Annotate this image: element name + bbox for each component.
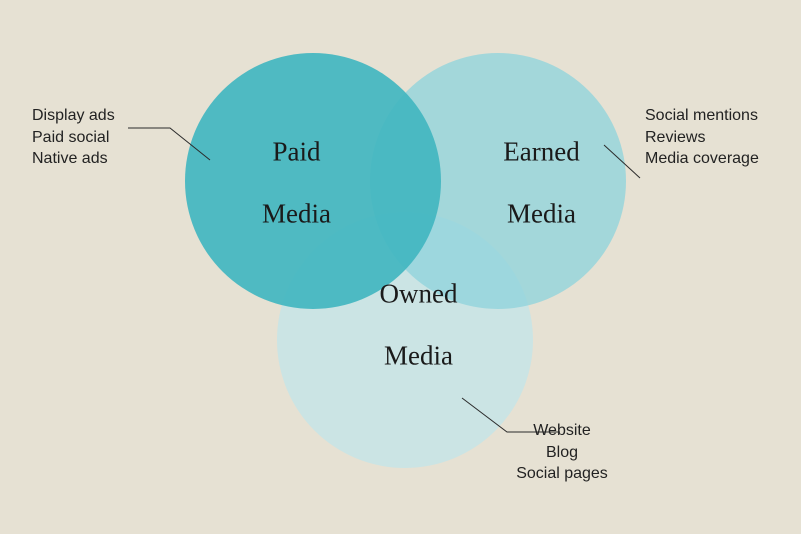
venn-circles [185, 53, 626, 468]
annotation-earned: Social mentions Reviews Media coverage [645, 105, 759, 170]
annotation-earned-line-1: Reviews [645, 127, 759, 149]
annotation-earned-line-2: Media coverage [645, 148, 759, 170]
annotation-owned: Website Blog Social pages [516, 420, 608, 485]
venn-diagram: Paid Media Earned Media Owned Media Disp… [0, 0, 801, 534]
annotation-owned-line-2: Social pages [516, 463, 608, 485]
annotation-paid-line-0: Display ads [32, 105, 115, 127]
annotation-paid-line-1: Paid social [32, 127, 115, 149]
annotation-owned-line-0: Website [516, 420, 608, 442]
annotation-owned-line-1: Blog [516, 442, 608, 464]
circle-paid [185, 53, 441, 309]
annotation-paid: Display ads Paid social Native ads [32, 105, 115, 170]
annotation-earned-line-0: Social mentions [645, 105, 759, 127]
annotation-paid-line-2: Native ads [32, 148, 115, 170]
venn-svg [0, 0, 801, 534]
